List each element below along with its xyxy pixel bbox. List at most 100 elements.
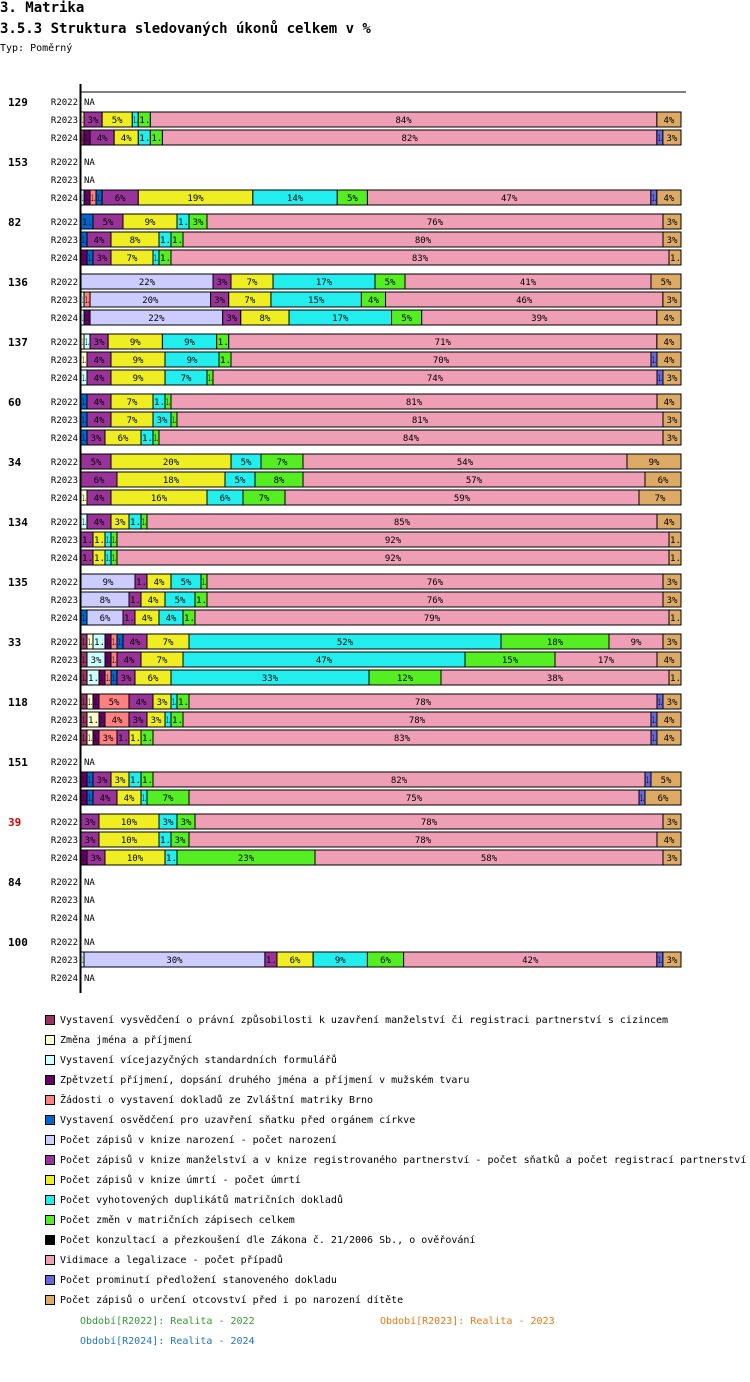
period-label: R2024 [51, 494, 78, 504]
segment-label: 1. [82, 536, 93, 546]
segment-label: 1. [94, 638, 105, 648]
segment-label: 1. [154, 254, 159, 264]
segment-label: 15% [502, 656, 519, 666]
segment-label: 3% [133, 716, 144, 726]
period-label: R2022 [51, 278, 78, 288]
segment-label: 7% [127, 398, 138, 408]
segment-label: 4% [664, 314, 675, 324]
period-label: R2023 [51, 536, 78, 546]
segment-label: 22% [139, 278, 156, 288]
segment-label: 81% [406, 398, 423, 408]
segment-label: 1. [142, 518, 147, 528]
segment-label: 1. [88, 674, 99, 684]
legend-swatch [45, 1095, 55, 1105]
segment-label: 1. [106, 536, 111, 546]
segment-label: 57% [466, 476, 483, 486]
period-label: R2024 [51, 314, 78, 324]
period-label: R2024 [51, 374, 78, 384]
group-label: 136 [8, 276, 28, 289]
segment-label: 3% [181, 818, 192, 828]
segment-label: 83% [412, 254, 429, 264]
segment-label: 1. [184, 614, 195, 624]
segment-label: 3% [97, 254, 108, 264]
segment-label: 1. [208, 374, 213, 384]
segment-label: 1. [82, 518, 87, 528]
legend-item: Počet zápisů v knize manželství a v kniz… [45, 1150, 746, 1170]
bar-segment [626, 453, 682, 470]
legend-label: Počet prominutí předložení stanoveného d… [60, 1274, 337, 1286]
chart-title: 3.5.3 Struktura sledovaných úkonů celkem… [0, 21, 371, 37]
period-label: R2023 [51, 176, 78, 186]
segment-label: 82% [391, 776, 408, 786]
legend-label: Změna jména a příjmení [60, 1034, 193, 1046]
segment-label: 4% [664, 836, 675, 846]
legend-label: Vystavení vysvědčení o právní způsobilos… [60, 1014, 669, 1026]
period-r2022: Období[R2022]: Realita - 2022 [80, 1316, 255, 1327]
segment-label: 1. [142, 734, 153, 744]
na-label: NA [84, 974, 95, 984]
segment-label: 3% [91, 854, 102, 864]
segment-label: 6% [290, 956, 301, 966]
period-label: R2022 [51, 338, 78, 348]
segment-label: 17% [332, 314, 349, 324]
segment-label: 5% [661, 278, 672, 288]
segment-label: 79% [424, 614, 441, 624]
segment-label: 4% [166, 614, 177, 624]
na-label: NA [84, 878, 95, 888]
period-label: R2024 [51, 134, 78, 144]
period-label: R2023 [51, 956, 78, 966]
segment-label: 1. [88, 716, 99, 726]
period-label: R2022 [51, 698, 78, 708]
segment-label: 3% [103, 734, 114, 744]
segment-label: 3% [667, 296, 678, 306]
segment-label: 1. [94, 554, 105, 564]
segment-label: 1. [88, 254, 93, 264]
period-label: R2022 [51, 458, 78, 468]
segment-label: 46% [516, 296, 533, 306]
segment-label: 1. [178, 218, 189, 228]
segment-label: 1. [172, 416, 177, 426]
segment-label: 1. [154, 434, 159, 444]
segment-label: 10% [127, 854, 144, 864]
segment-label: 71% [435, 338, 452, 348]
segment-label: 76% [427, 578, 444, 588]
segment-label: 3% [94, 338, 105, 348]
period-label: R2023 [51, 896, 78, 906]
segment-label: 3% [214, 296, 225, 306]
segment-label: 3% [667, 956, 678, 966]
segment-label: 1. [106, 674, 111, 684]
period-label: R2022 [51, 758, 78, 768]
bar-segment [662, 411, 682, 428]
segment-label: 76% [427, 596, 444, 606]
bar-segment [668, 549, 682, 566]
segment-label: 7% [127, 254, 138, 264]
legend-item: Zpětvzetí příjmení, dopsání druhého jmén… [45, 1070, 746, 1090]
period-label: R2023 [51, 236, 78, 246]
legend-swatch [45, 1075, 55, 1085]
segment-label: 1. [172, 716, 183, 726]
period-label: R2024 [51, 554, 78, 564]
group-label: 84 [8, 876, 22, 889]
na-label: NA [84, 896, 95, 906]
segment-label: 9% [145, 218, 156, 228]
segment-label: 8% [274, 476, 285, 486]
period-label: R2023 [51, 596, 78, 606]
bar-segment [662, 369, 682, 386]
segment-label: 14% [287, 194, 304, 204]
segment-label: 42% [522, 956, 539, 966]
segment-label: 7% [244, 296, 255, 306]
segment-label: 1. [82, 776, 87, 786]
segment-label: 1. [160, 254, 171, 264]
segment-label: 17% [316, 278, 333, 288]
segment-label: 1. [112, 674, 117, 684]
segment-label: 4% [112, 716, 123, 726]
segment-label: 74% [427, 374, 444, 384]
legend-item: Počet prominutí předložení stanoveného d… [45, 1270, 746, 1290]
segment-label: 1. [658, 134, 663, 144]
bar-segment [662, 693, 682, 710]
segment-label: 20% [163, 458, 180, 468]
bar-segment [644, 471, 682, 488]
segment-label: 3% [667, 236, 678, 246]
legend-item: Počet konzultací a přezkoušení dle Zákon… [45, 1230, 746, 1250]
